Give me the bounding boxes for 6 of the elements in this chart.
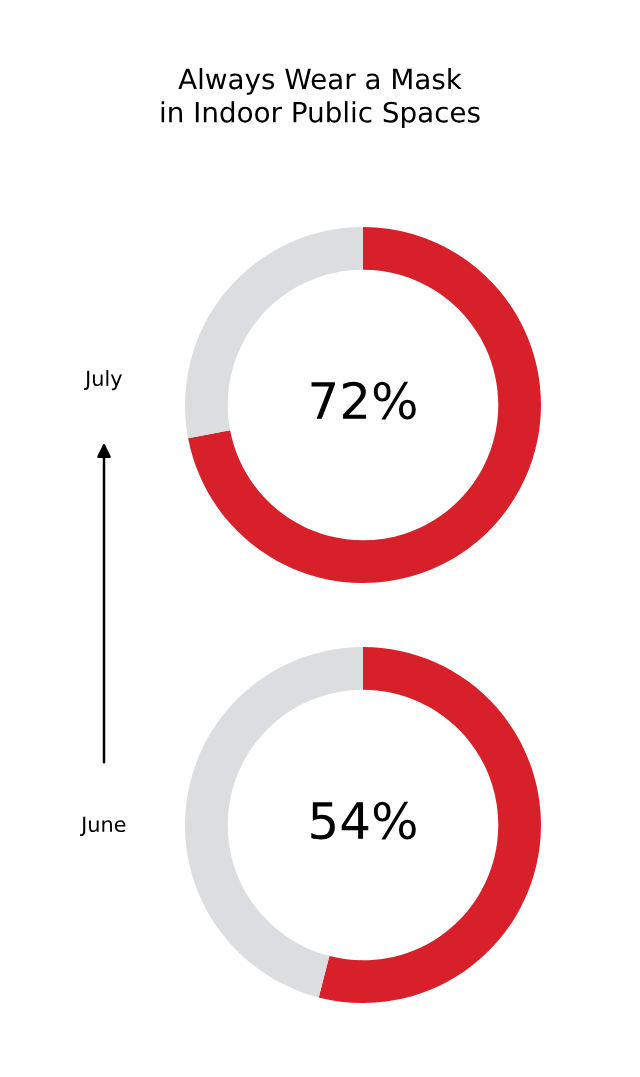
chart-title: Always Wear a Mask in Indoor Public Spaces (161, 67, 480, 129)
text: July (84, 370, 122, 391)
data-label: 54% (311, 801, 416, 840)
donut-slice (188, 227, 541, 583)
text: June (80, 816, 126, 836)
data-label: 72% (311, 381, 416, 420)
